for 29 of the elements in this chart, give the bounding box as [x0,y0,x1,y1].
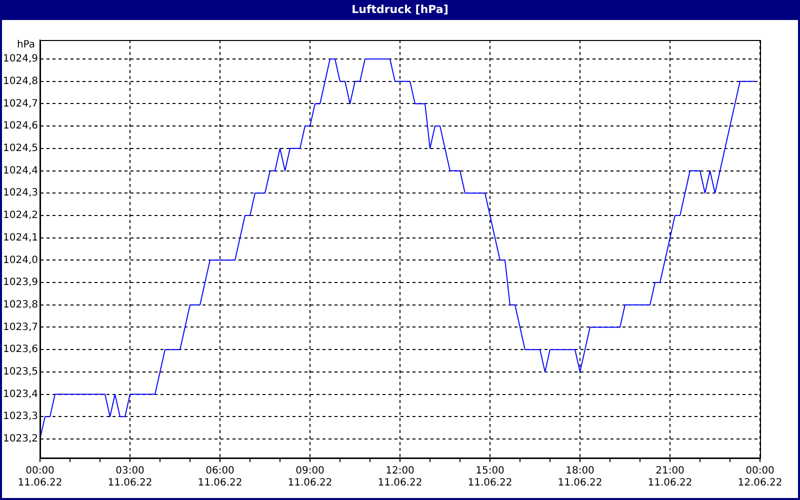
y-tick-label: 1024,8 [3,76,38,87]
y-tick-label: 1023,8 [3,299,38,310]
x-tick-label: 18:00 11.06.22 [558,466,602,489]
y-tick-label: 1024,5 [3,143,38,154]
x-tick-label: 12:00 11.06.22 [378,466,422,489]
y-tick-label: 1023,2 [3,434,38,445]
y-tick-label: 1023,9 [3,277,38,288]
x-tick-label: 06:00 11.06.22 [198,466,242,489]
x-tick-label: 15:00 11.06.22 [468,466,512,489]
y-tick-label: 1024,6 [3,120,38,132]
y-tick-label: 1024,9 [3,54,38,65]
y-tick-label: 1023,5 [3,366,38,378]
y-tick-label: 1023,7 [3,322,38,333]
chart-title: Luftdruck [hPa] [0,0,800,20]
x-tick-label: 00:00 12.06.22 [738,466,782,489]
y-tick-label: 1024,0 [3,254,38,266]
y-axis-title: hPa [16,40,35,51]
y-tick-label: 1023,6 [3,344,38,356]
x-tick-label: 03:00 11.06.22 [108,466,152,489]
x-tick-label: 00:00 11.06.22 [18,466,62,489]
y-tick-label: 1024,2 [3,210,38,222]
y-tick-label: 1024,4 [3,165,38,176]
y-tick-label: 1023,3 [3,411,38,422]
y-tick-label: 1024,1 [3,232,38,244]
y-tick-label: 1024,7 [3,98,38,110]
x-tick-label: 09:00 11.06.22 [288,466,332,489]
y-tick-label: 1023,4 [3,388,38,400]
x-tick-label: 21:00 11.06.22 [648,466,692,489]
y-tick-label: 1024,3 [3,188,38,199]
